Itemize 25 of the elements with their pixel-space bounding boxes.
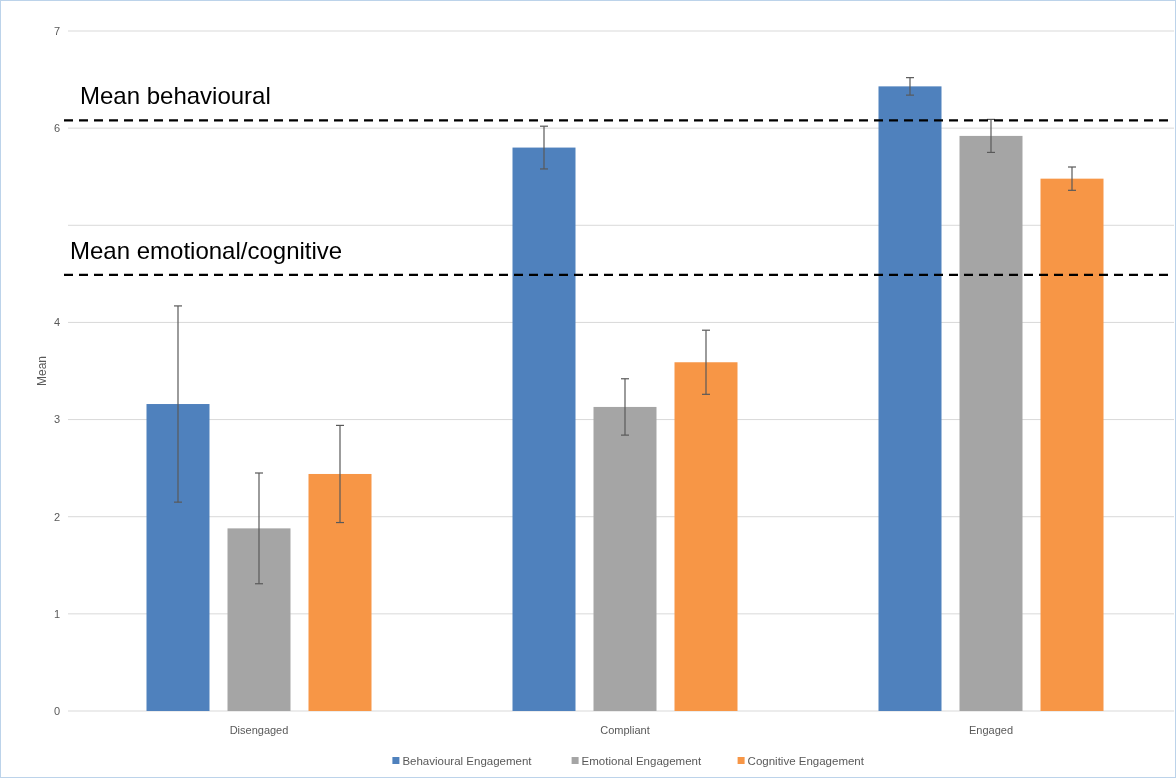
bar xyxy=(959,135,1023,711)
bar xyxy=(146,404,210,711)
x-tick-label: Compliant xyxy=(600,724,650,736)
bar xyxy=(593,406,657,711)
y-tick-label: 6 xyxy=(53,121,60,134)
bar xyxy=(512,147,576,711)
legend-label: Emotional Engagement xyxy=(581,755,702,768)
ref-line-label: Mean emotional/cognitive xyxy=(70,236,343,264)
bar xyxy=(227,528,291,711)
y-tick-label: 3 xyxy=(53,413,60,426)
y-axis-title: Mean xyxy=(35,355,49,387)
y-tick-label: 1 xyxy=(53,607,60,620)
ref-line-label: Mean behavioural xyxy=(80,82,271,110)
bar xyxy=(674,362,738,711)
y-tick-label: 2 xyxy=(53,510,60,523)
legend-label: Cognitive Engagement xyxy=(747,755,865,768)
bar xyxy=(878,86,942,711)
y-tick-label: 4 xyxy=(53,316,60,329)
x-tick-label: Engaged xyxy=(968,724,1014,736)
bar xyxy=(308,473,372,711)
y-tick-label: 7 xyxy=(53,24,60,37)
bar xyxy=(1040,178,1104,711)
y-tick-label: 0 xyxy=(53,704,60,717)
legend-label: Behavioural Engagement xyxy=(402,755,533,768)
x-tick-label: Disengaged xyxy=(229,724,289,736)
